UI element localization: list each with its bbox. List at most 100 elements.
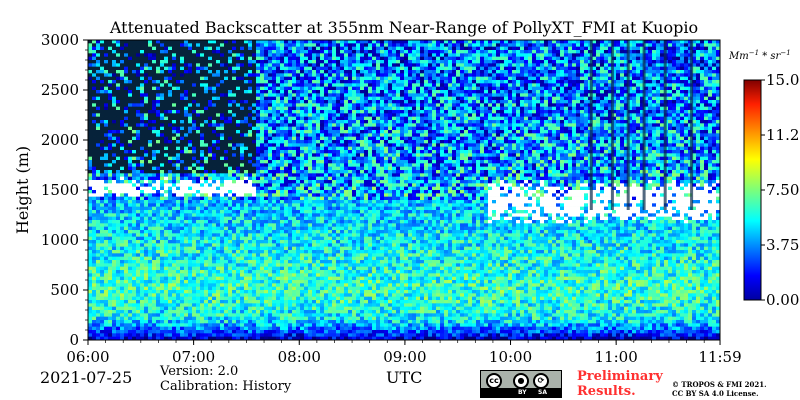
heatmap-cell	[140, 136, 145, 141]
heatmap-cell	[480, 133, 485, 137]
heatmap-cell	[188, 43, 193, 47]
heatmap-cell	[648, 113, 653, 117]
heatmap-cell	[144, 120, 149, 124]
heatmap-cell	[112, 53, 117, 57]
heatmap-cell	[636, 113, 641, 117]
heatmap-cell	[636, 103, 641, 107]
heatmap-cell	[148, 116, 153, 121]
heatmap-cell	[536, 46, 541, 51]
heatmap-cell	[712, 63, 717, 67]
heatmap-cell	[436, 140, 441, 144]
heatmap-cell	[576, 103, 581, 107]
heatmap-cell	[312, 106, 317, 111]
heatmap-cell	[620, 113, 625, 117]
heatmap-cell	[528, 140, 533, 144]
heatmap-cell	[312, 143, 317, 147]
heatmap-cell	[352, 90, 357, 94]
heatmap-cell	[412, 66, 417, 71]
heatmap-cell	[460, 83, 465, 87]
heatmap-cell	[444, 140, 449, 144]
heatmap-cell	[280, 56, 285, 61]
heatmap-cell	[108, 106, 113, 111]
heatmap-cell	[660, 130, 665, 134]
heatmap-cell	[708, 66, 713, 71]
heatmap-cell	[400, 126, 405, 131]
heatmap-cell	[212, 76, 217, 81]
heatmap-cell	[296, 40, 301, 44]
heatmap-cell	[424, 113, 429, 117]
heatmap-cell	[472, 133, 477, 137]
heatmap-cell	[320, 96, 325, 101]
heatmap-cell	[716, 76, 720, 81]
heatmap-cell	[240, 80, 245, 84]
heatmap-cell	[708, 50, 713, 54]
heatmap-cell	[716, 96, 720, 101]
heatmap-cell	[276, 60, 281, 64]
heatmap-cell	[508, 66, 513, 71]
heatmap-cell	[248, 126, 253, 131]
heatmap-cell	[680, 66, 685, 71]
heatmap-cell	[700, 80, 705, 84]
heatmap-cell	[668, 136, 673, 141]
heatmap-cell	[132, 43, 137, 47]
heatmap-cell	[584, 60, 589, 64]
heatmap-cell	[332, 76, 337, 81]
heatmap-cell	[656, 123, 661, 127]
heatmap-cell	[208, 76, 213, 81]
heatmap-cell	[548, 110, 553, 114]
heatmap-cell	[148, 143, 153, 147]
heatmap-cell	[700, 126, 705, 131]
heatmap-cell	[364, 60, 369, 64]
heatmap-cell	[216, 126, 221, 131]
heatmap-cell	[140, 96, 145, 101]
heatmap-cell	[108, 66, 113, 71]
heatmap-cell	[348, 76, 353, 81]
heatmap-cell	[332, 86, 337, 91]
heatmap-cell	[360, 56, 365, 61]
heatmap-cell	[348, 133, 353, 137]
heatmap-cell	[708, 93, 713, 97]
heatmap-cell	[204, 143, 209, 147]
heatmap-cell	[420, 63, 425, 67]
heatmap-cell	[328, 73, 333, 77]
heatmap-cell	[404, 66, 409, 71]
heatmap-cell	[640, 70, 645, 74]
heatmap-cell	[232, 123, 237, 127]
heatmap-cell	[384, 93, 389, 97]
heatmap-cell	[312, 100, 317, 104]
heatmap-cell	[88, 120, 93, 124]
heatmap-cell	[476, 56, 481, 61]
heatmap-cell	[528, 43, 533, 47]
heatmap-cell	[168, 136, 173, 141]
heatmap-cell	[712, 113, 717, 117]
heatmap-cell	[112, 130, 117, 134]
heatmap-cell	[636, 56, 641, 61]
heatmap-cell	[388, 123, 393, 127]
heatmap-cell	[564, 136, 569, 141]
heatmap-cell	[548, 130, 553, 134]
heatmap-cell	[288, 86, 293, 91]
heatmap-cell	[612, 53, 617, 57]
heatmap-cell	[600, 93, 605, 97]
heatmap-cell	[236, 133, 241, 137]
heatmap-cell	[692, 126, 697, 131]
heatmap-cell	[472, 130, 477, 134]
heatmap-cell	[308, 70, 313, 74]
heatmap-cell	[348, 70, 353, 74]
heatmap-cell	[556, 113, 561, 117]
heatmap-cell	[468, 46, 473, 51]
heatmap-cell	[636, 86, 641, 91]
heatmap-cell	[244, 56, 249, 61]
heatmap-cell	[348, 100, 353, 104]
heatmap-cell	[620, 106, 625, 111]
heatmap-cell	[672, 133, 677, 137]
heatmap-cell	[680, 73, 685, 77]
heatmap-cell	[228, 46, 233, 51]
heatmap-cell	[100, 60, 105, 64]
heatmap-cell	[408, 143, 413, 147]
heatmap-cell	[348, 53, 353, 57]
heatmap-cell	[552, 43, 557, 47]
heatmap-cell	[468, 133, 473, 137]
heatmap-cell	[136, 136, 141, 141]
heatmap-cell	[528, 60, 533, 64]
